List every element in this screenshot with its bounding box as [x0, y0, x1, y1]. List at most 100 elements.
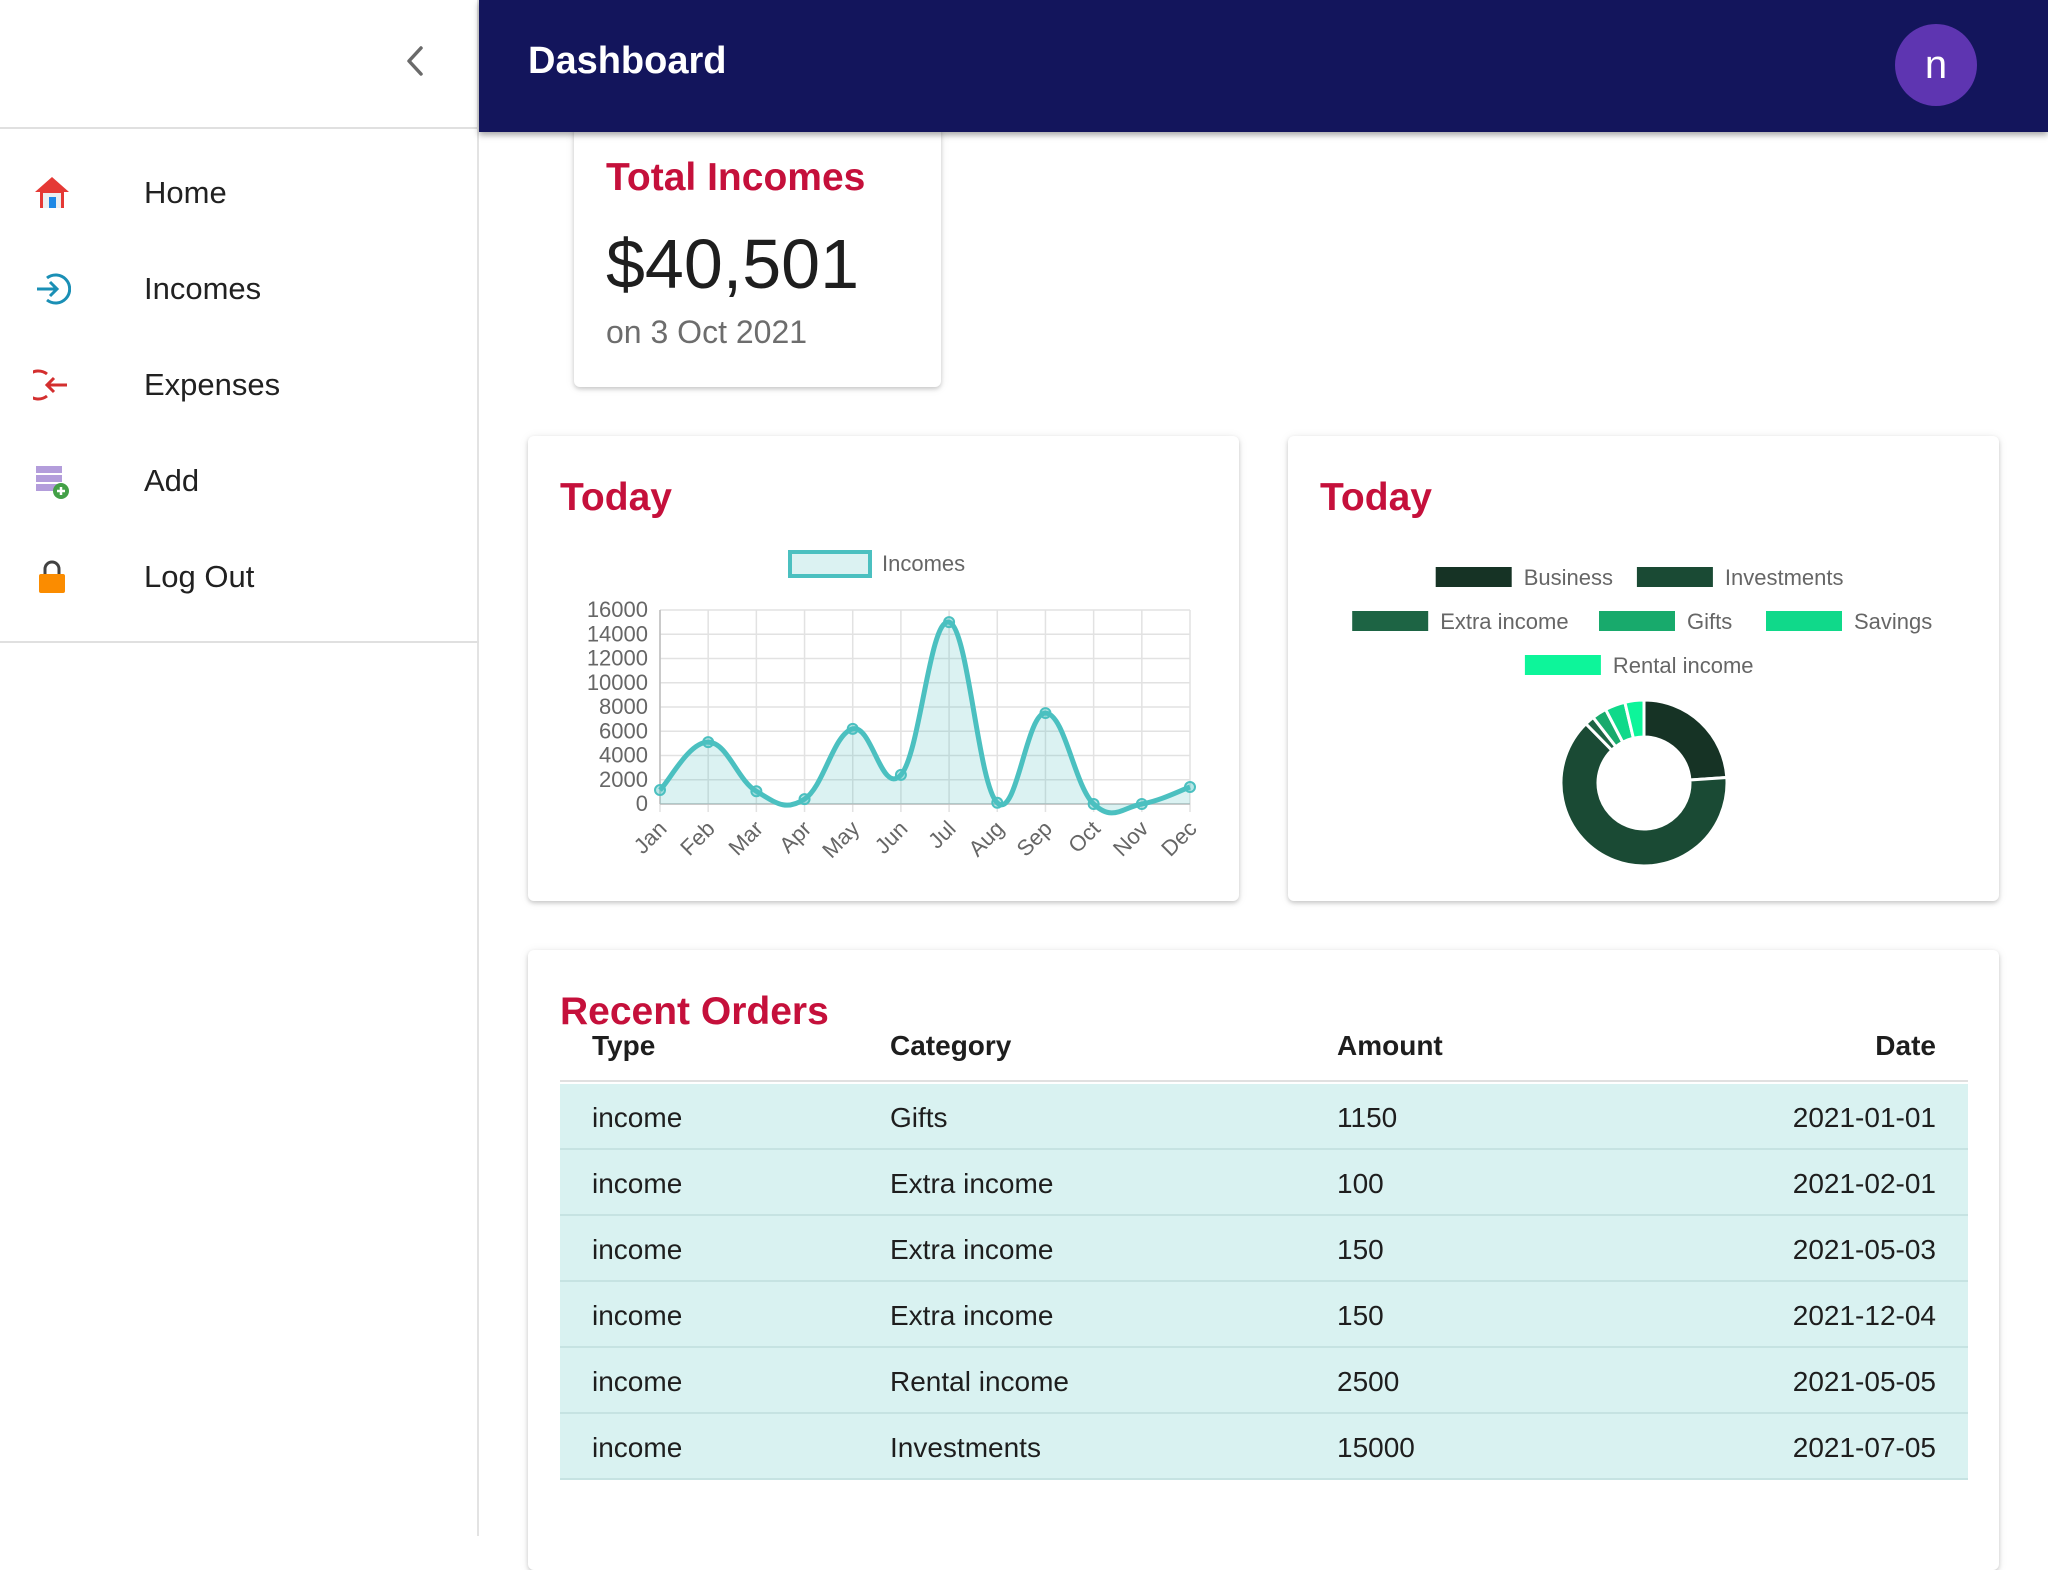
sidebar-nav: Home Incomes Expenses	[0, 145, 477, 625]
line-chart-title: Today	[560, 476, 672, 519]
legend-label: Investments	[1725, 565, 1844, 590]
sidebar-item-label: Incomes	[144, 271, 262, 306]
legend-swatch	[1435, 567, 1512, 587]
recent-orders-card: Recent Orders Type Category Amount Date …	[528, 950, 1999, 1570]
cell-date: 2021-05-03	[1792, 1234, 1936, 1265]
logout-arrow-icon	[32, 365, 72, 405]
x-tick-label: Apr	[774, 816, 816, 858]
cell-category: Extra income	[890, 1300, 1054, 1331]
column-header-category[interactable]: Category	[890, 1030, 1012, 1061]
add-stack-icon	[32, 461, 72, 501]
table-row[interactable]: income Extra income 100 2021-02-01	[560, 1150, 1968, 1216]
cell-amount: 150	[1337, 1300, 1384, 1331]
data-point	[750, 785, 763, 798]
cell-amount: 100	[1337, 1168, 1384, 1199]
chevron-left-icon	[407, 46, 423, 76]
data-point	[894, 768, 907, 781]
column-header-date[interactable]: Date	[1875, 1030, 1936, 1061]
total-incomes-card: Total Incomes $40,501 on 3 Oct 2021	[574, 126, 941, 387]
x-tick-label: Nov	[1108, 816, 1153, 861]
sidebar-item-label: Home	[144, 175, 227, 210]
cell-category: Extra income	[890, 1168, 1054, 1199]
x-tick-label: Oct	[1063, 816, 1105, 858]
legend-label: Savings	[1854, 609, 1932, 634]
page-title: Dashboard	[528, 40, 727, 82]
column-header-amount[interactable]: Amount	[1337, 1030, 1443, 1061]
category-donut-chart: Business Investments Extra income Gifts Savi…	[1352, 565, 1932, 868]
y-tick-label: 4000	[599, 743, 648, 768]
category-donut-chart-card: Today Business Investments Extra income Gif…	[1288, 436, 1999, 901]
total-incomes-amount: $40,501	[606, 225, 860, 303]
legend-label: Gifts	[1687, 609, 1732, 634]
sidebar-item-logout[interactable]: Log Out	[0, 529, 477, 625]
cell-date: 2021-12-04	[1792, 1300, 1936, 1331]
cell-type: income	[592, 1234, 683, 1265]
donut-slice	[1623, 698, 1646, 741]
table-row[interactable]: income Gifts 1150 2021-01-01	[560, 1084, 1968, 1150]
data-point	[1087, 798, 1100, 810]
legend-swatch	[1599, 611, 1675, 631]
x-tick-label: May	[817, 816, 864, 863]
cell-amount: 1150	[1337, 1102, 1398, 1133]
cell-type: income	[592, 1300, 683, 1331]
cell-type: income	[592, 1432, 683, 1463]
series-area	[660, 621, 1190, 813]
y-tick-label: 6000	[599, 718, 648, 743]
cell-date: 2021-07-05	[1792, 1432, 1936, 1463]
sidebar-item-home[interactable]: Home	[0, 145, 477, 241]
incomes-line-chart: 1600014000120001000080006000400020000Jan…	[587, 550, 1202, 863]
data-point	[991, 796, 1004, 809]
x-tick-label: Sep	[1012, 816, 1057, 861]
y-tick-label: 0	[636, 791, 648, 816]
home-icon	[32, 173, 72, 213]
data-point	[943, 616, 956, 629]
data-point	[1135, 798, 1148, 810]
legend-swatch	[1766, 611, 1842, 631]
x-tick-label: Jan	[629, 816, 672, 859]
donut-chart-title: Today	[1320, 476, 1432, 519]
sidebar-item-label: Log Out	[144, 559, 255, 594]
table-row[interactable]: income Extra income 150 2021-12-04	[560, 1282, 1968, 1348]
cell-category: Investments	[890, 1432, 1041, 1463]
table-row[interactable]: income Rental income 2500 2021-05-05	[560, 1348, 1968, 1414]
legend-swatch	[1524, 655, 1601, 675]
cell-type: income	[592, 1168, 683, 1199]
cell-type: income	[592, 1102, 683, 1133]
sidebar-item-add[interactable]: Add	[0, 433, 477, 529]
x-tick-label: Jun	[870, 816, 913, 859]
recent-orders-title: Recent Orders	[560, 990, 829, 1033]
y-tick-label: 8000	[599, 694, 648, 719]
y-tick-label: 14000	[587, 621, 648, 646]
table-row[interactable]: income Investments 15000 2021-07-05	[560, 1414, 1968, 1480]
data-point	[654, 784, 666, 797]
x-tick-label: Feb	[675, 816, 719, 860]
sidebar-divider	[0, 641, 479, 643]
collapse-sidebar-button[interactable]	[394, 40, 436, 82]
legend-swatch	[1636, 567, 1713, 587]
sidebar-header	[0, 0, 477, 129]
column-header-type[interactable]: Type	[592, 1030, 656, 1061]
sidebar-item-expenses[interactable]: Expenses	[0, 337, 477, 433]
incomes-line-chart-card: Today 16000 14000 12000 10000 8000 6000 4000 20…	[528, 436, 1239, 901]
y-tick-label: 2000	[599, 767, 648, 792]
cell-category: Extra income	[890, 1234, 1054, 1265]
lock-icon	[32, 557, 72, 597]
total-incomes-title: Total Incomes	[606, 156, 866, 199]
cell-category: Gifts	[890, 1102, 948, 1133]
sidebar: Home Incomes Expenses	[0, 0, 479, 1536]
x-tick-label: Dec	[1156, 816, 1201, 861]
cell-date: 2021-01-01	[1792, 1102, 1936, 1133]
x-tick-label: Mar	[723, 816, 767, 860]
sidebar-item-incomes[interactable]: Incomes	[0, 241, 477, 337]
cell-category: Rental income	[890, 1366, 1069, 1397]
x-tick-label: Jul	[923, 816, 961, 854]
donut-slice	[1642, 698, 1729, 782]
table-row[interactable]: income Extra income 150 2021-05-03	[560, 1216, 1968, 1282]
avatar[interactable]: n	[1895, 24, 1977, 106]
data-point	[846, 722, 859, 735]
legend-label: Extra income	[1440, 609, 1568, 634]
app-bar: Dashboard n	[479, 0, 2048, 132]
cell-amount: 15000	[1337, 1432, 1415, 1463]
cell-type: income	[592, 1366, 683, 1397]
legend-label: Incomes	[882, 551, 965, 576]
